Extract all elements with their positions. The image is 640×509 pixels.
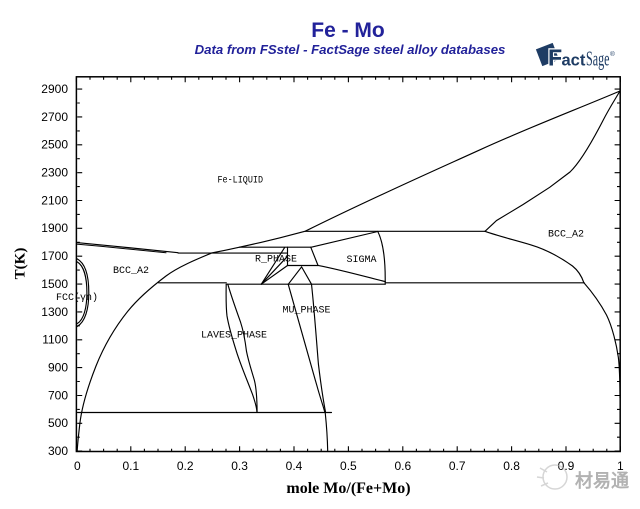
svg-text:300: 300 <box>48 444 68 458</box>
svg-text:Fe-LIQUID: Fe-LIQUID <box>218 176 264 187</box>
svg-text:BCC_A2: BCC_A2 <box>113 266 149 277</box>
svg-text:Sage: Sage <box>586 47 610 71</box>
svg-text:1100: 1100 <box>42 333 68 347</box>
svg-text:2900: 2900 <box>41 82 68 96</box>
svg-text:0.8: 0.8 <box>503 459 520 473</box>
svg-text:R_PHASE: R_PHASE <box>255 255 297 266</box>
svg-text:0.7: 0.7 <box>449 459 466 473</box>
svg-text:500: 500 <box>48 416 68 430</box>
svg-text:SIGMA: SIGMA <box>347 255 377 266</box>
svg-text:0.2: 0.2 <box>177 459 194 473</box>
svg-text:700: 700 <box>48 388 68 402</box>
svg-text:2300: 2300 <box>41 166 68 180</box>
svg-text:1500: 1500 <box>41 277 68 291</box>
svg-text:1: 1 <box>617 459 624 473</box>
svg-text:0.4: 0.4 <box>286 459 303 473</box>
svg-text:0.1: 0.1 <box>122 459 139 473</box>
svg-text:F: F <box>548 45 562 71</box>
svg-text:act: act <box>562 52 586 70</box>
svg-text:0: 0 <box>74 459 81 473</box>
svg-text:0.5: 0.5 <box>340 459 357 473</box>
svg-text:F: F <box>548 45 562 71</box>
svg-text:900: 900 <box>48 361 68 375</box>
svg-text:0.3: 0.3 <box>231 459 248 473</box>
svg-text:BCC_A2: BCC_A2 <box>548 230 584 241</box>
svg-text:MU_PHASE: MU_PHASE <box>283 306 331 317</box>
svg-text:0.6: 0.6 <box>394 459 411 473</box>
svg-text:FCC(γn): FCC(γn) <box>56 292 98 304</box>
svg-text:®: ® <box>610 50 615 58</box>
svg-text:2500: 2500 <box>41 138 68 152</box>
svg-text:2700: 2700 <box>41 110 68 124</box>
svg-text:1700: 1700 <box>41 249 68 263</box>
svg-text:1900: 1900 <box>41 221 68 235</box>
svg-text:0.9: 0.9 <box>558 459 575 473</box>
svg-text:1300: 1300 <box>41 305 68 319</box>
svg-text:LAVES_PHASE: LAVES_PHASE <box>201 331 267 342</box>
svg-text:2100: 2100 <box>41 193 68 207</box>
